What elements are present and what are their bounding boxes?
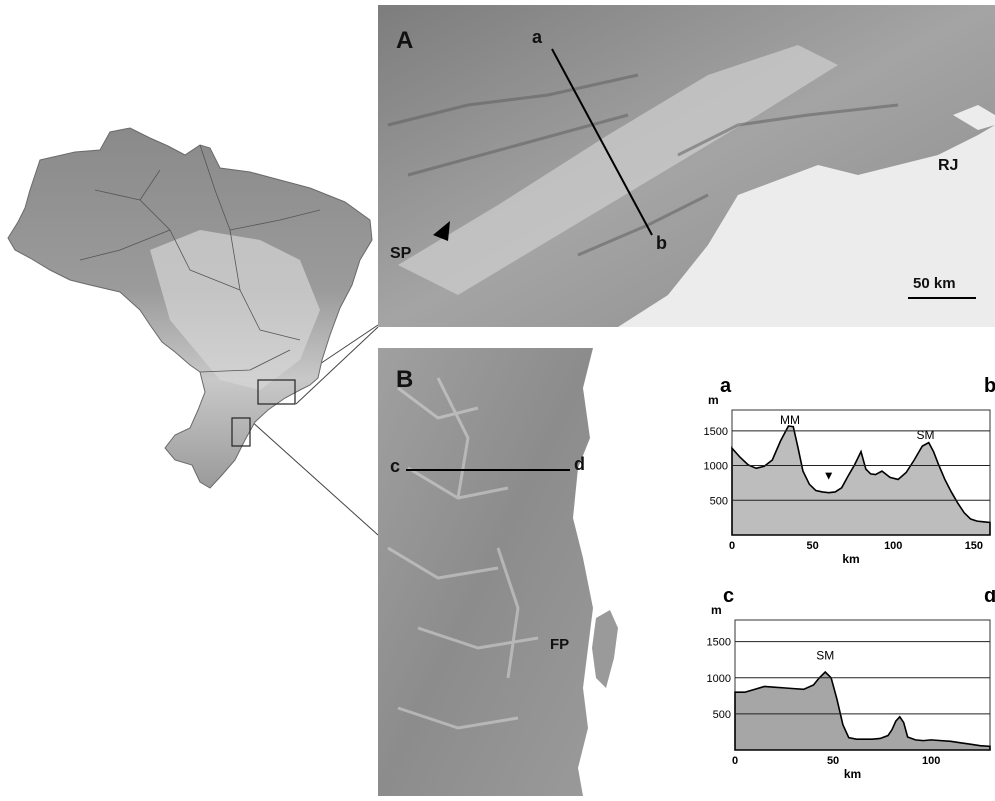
profile-start-letter: a [720, 375, 732, 397]
transect-label-b: b [656, 233, 667, 253]
bay-rj [953, 105, 995, 130]
x-tick-label: 50 [807, 540, 819, 552]
profile-annotation: ▼ [823, 468, 835, 482]
x-tick-label: 0 [732, 755, 738, 767]
elevation-profile-cd: 500 1000 1500 0 50 100 m km c d SM [707, 590, 995, 781]
x-tick-label: 100 [884, 540, 902, 552]
profile-annotation: SM [917, 428, 935, 442]
profile-end-letter: b [984, 375, 995, 397]
x-tick-label: 100 [922, 755, 940, 767]
brazil-highlands-shade [150, 230, 320, 390]
y-tick-label: 1500 [707, 637, 731, 649]
x-tick-label: 50 [827, 755, 839, 767]
brazil-overview-map [7, 127, 373, 489]
transect-line-ab [551, 48, 653, 236]
scale-label: 50 km [913, 275, 956, 292]
x-tick-label: 0 [729, 540, 735, 552]
y-tick-label: 1500 [704, 426, 728, 438]
city-label-sp: SP [390, 245, 412, 262]
black-arrowhead-icon [433, 221, 450, 241]
transect-label-a: a [532, 27, 543, 47]
relief-map-panel-b: B c d FP [378, 348, 618, 796]
island-fp [592, 610, 618, 688]
y-tick-label: 500 [710, 495, 728, 507]
y-tick-label: 1000 [707, 673, 731, 685]
x-axis-unit: km [842, 552, 859, 566]
profile-area [731, 425, 991, 536]
y-tick-label: 1000 [704, 461, 728, 473]
y-tick-label: 500 [713, 709, 731, 721]
land-b [378, 348, 593, 796]
profile-start-letter: c [723, 590, 734, 607]
profile-annotation: MM [780, 413, 800, 427]
transect-label-c: c [390, 456, 401, 476]
y-axis-unit: m [708, 393, 719, 407]
y-axis-unit: m [711, 603, 722, 617]
profile-annotation: SM [816, 649, 834, 663]
relief-map-panel-a: A a b SP RJ 50 km [378, 5, 995, 327]
panel-a-letter: A [396, 27, 414, 54]
profile-area [734, 670, 991, 751]
transect-label-d: d [574, 454, 585, 474]
relief-map-a-svg [378, 5, 995, 327]
x-tick-label: 150 [965, 540, 983, 552]
city-label-fp: FP [550, 636, 570, 653]
inset-box-b [231, 417, 251, 447]
ridge-shading-a [387, 73, 899, 257]
panel-b-letter: B [396, 366, 414, 393]
brazil-state-borders [79, 144, 321, 373]
x-axis-unit: km [844, 767, 861, 781]
relief-map-b-svg [378, 348, 618, 796]
city-label-rj: RJ [938, 157, 959, 174]
inset-box-a [257, 379, 296, 405]
texture-b [387, 377, 539, 730]
profile-end-letter: d [984, 590, 995, 607]
elevation-profile-ab: 500 1000 1500 0 50 100 150 m km a b MM SM ▼ [704, 375, 995, 566]
sea-a [618, 125, 995, 327]
